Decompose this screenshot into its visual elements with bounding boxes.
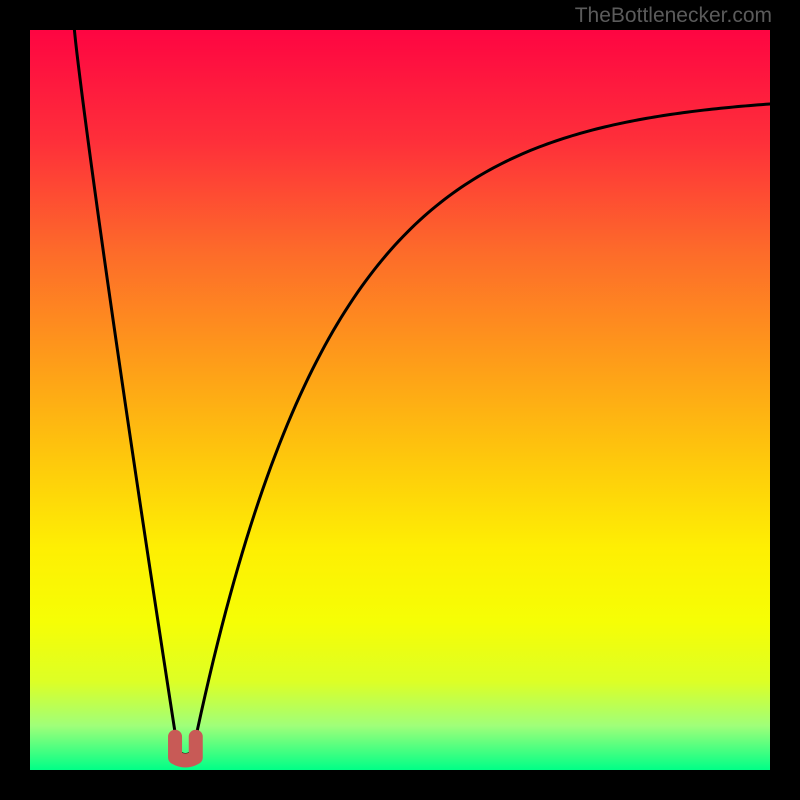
stage: TheBottlenecker.com — [0, 0, 800, 800]
bottleneck-curve — [30, 30, 770, 770]
marker-u — [175, 737, 196, 761]
curve-path — [74, 30, 770, 754]
